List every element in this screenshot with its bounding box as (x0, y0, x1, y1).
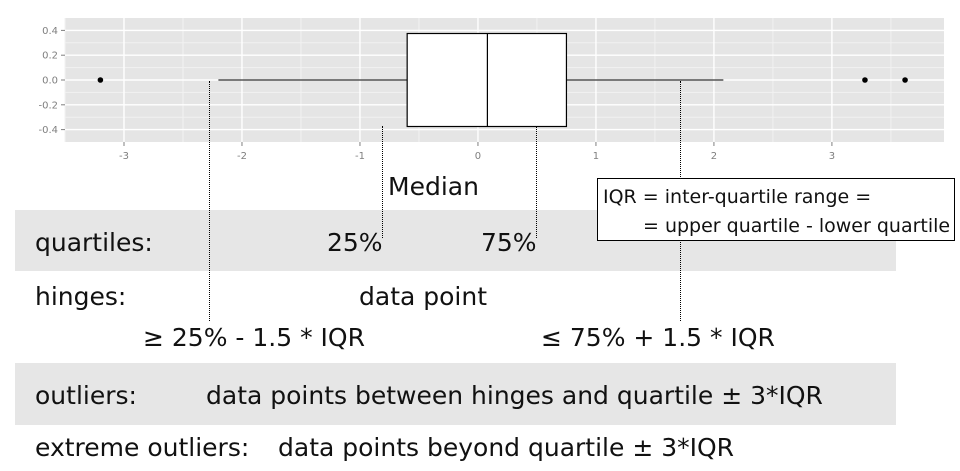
x-tick-label: -3 (119, 151, 129, 162)
q3-guide-line (536, 126, 537, 238)
upper-hinge-formula: ≤ 75% + 1.5 * IQR (541, 323, 775, 352)
outliers-description: data points between hinges and quartile … (206, 381, 823, 410)
outliers-label: outliers: (35, 381, 137, 410)
iqr-definition-box: IQR = inter-quartile range = = upper qua… (597, 178, 955, 241)
quartiles-label: quartiles: (35, 228, 153, 257)
data-point-label: data point (359, 282, 488, 311)
median-label: Median (388, 172, 479, 201)
y-tick-label: -0.2 (38, 100, 58, 111)
y-tick-label: 0.0 (42, 76, 58, 87)
x-tick-label: 0 (475, 151, 481, 162)
q25-label: 25% (327, 228, 383, 257)
extreme-outliers-description: data points beyond quartile ± 3*IQR (278, 433, 735, 462)
x-tick-label: -2 (237, 151, 247, 162)
outlier-point (862, 77, 868, 83)
outliers-band (15, 363, 896, 425)
chart-marks (97, 32, 908, 128)
y-tick-label: 0.4 (42, 26, 58, 37)
boxplot-chart: -3 -2 -1 0 1 2 3 0.4 0.2 0.0 -0.2 -0.4 (38, 18, 944, 162)
q1-guide-line (382, 126, 383, 238)
y-tick-label: 0.2 (42, 51, 58, 62)
x-tick-label: 3 (829, 151, 835, 162)
axis-ticks: -3 -2 -1 0 1 2 3 0.4 0.2 0.0 -0.2 -0.4 (38, 26, 835, 162)
hinges-label: hinges: (35, 282, 127, 311)
y-tick-label: -0.4 (38, 125, 58, 136)
lower-hinge-guide-line (209, 81, 210, 321)
x-tick-label: 2 (711, 151, 717, 162)
q75-label: 75% (481, 228, 537, 257)
x-tick-label: 1 (593, 151, 599, 162)
lower-hinge-formula: ≥ 25% - 1.5 * IQR (143, 323, 365, 352)
iqr-definition-line2: = upper quartile - lower quartile (643, 215, 951, 237)
iqr-definition-line1: IQR = inter-quartile range = (603, 186, 872, 208)
x-tick-label: -1 (355, 151, 365, 162)
outlier-point (902, 77, 908, 83)
extreme-outliers-label: extreme outliers: (35, 433, 250, 462)
outlier-point (97, 77, 104, 83)
